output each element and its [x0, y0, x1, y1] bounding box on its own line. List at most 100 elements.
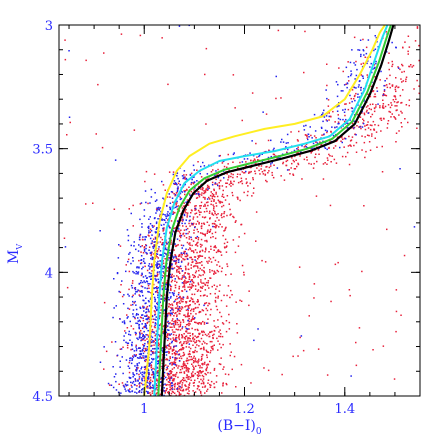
red-point	[196, 220, 199, 223]
red-point	[186, 357, 188, 360]
red-point	[290, 167, 292, 169]
red-point	[189, 256, 191, 259]
red-point	[187, 297, 189, 299]
red-point	[130, 384, 133, 387]
red-point	[240, 177, 243, 180]
blue-point	[145, 326, 147, 328]
blue-point	[179, 265, 182, 267]
blue-point	[148, 230, 150, 232]
red-point	[155, 393, 158, 395]
red-point	[396, 105, 398, 107]
red-point	[223, 165, 226, 168]
red-point	[150, 325, 153, 327]
blue-point	[328, 115, 330, 118]
blue-point	[185, 248, 187, 250]
blue-point	[133, 245, 135, 247]
red-point	[418, 92, 420, 95]
red-point	[143, 350, 146, 353]
red-point	[184, 265, 187, 268]
red-point	[375, 106, 377, 108]
red-point	[171, 379, 174, 381]
red-point	[380, 117, 382, 120]
red-point	[189, 323, 191, 325]
red-point	[206, 309, 209, 312]
red-point	[210, 261, 213, 263]
blue-point	[233, 152, 235, 154]
red-point	[187, 268, 190, 270]
red-point	[376, 87, 378, 89]
red-point	[394, 96, 397, 98]
red-point	[192, 361, 195, 364]
red-point	[156, 378, 158, 380]
blue-point	[187, 328, 189, 330]
red-point	[275, 97, 277, 100]
red-point	[186, 374, 188, 377]
red-point	[165, 358, 167, 361]
red-point	[185, 368, 188, 370]
red-point	[313, 135, 316, 137]
red-point	[185, 268, 187, 271]
blue-point	[134, 391, 136, 393]
red-point	[386, 86, 389, 89]
red-point	[198, 269, 200, 272]
red-point	[319, 141, 321, 143]
red-point	[401, 126, 403, 128]
red-point	[208, 212, 211, 214]
red-point	[147, 398, 149, 400]
blue-point	[147, 341, 149, 343]
blue-point	[189, 215, 191, 218]
blue-point	[173, 292, 175, 294]
red-point	[381, 171, 384, 173]
red-point	[173, 290, 176, 292]
red-point	[142, 305, 144, 308]
blue-point	[199, 172, 201, 175]
isochrone-line-2	[153, 25, 389, 396]
red-point	[207, 201, 209, 203]
red-point	[213, 188, 215, 191]
red-point	[391, 84, 394, 87]
red-point	[196, 251, 198, 254]
blue-point	[166, 325, 169, 327]
red-point	[215, 178, 217, 181]
red-point	[384, 105, 387, 108]
red-point	[201, 250, 204, 252]
blue-point	[145, 355, 148, 357]
red-point	[258, 165, 260, 167]
red-point	[225, 330, 228, 333]
blue-point	[166, 204, 168, 207]
red-point	[394, 88, 397, 91]
red-point	[160, 236, 162, 239]
red-point	[293, 160, 295, 163]
red-point	[85, 203, 87, 205]
blue-point	[176, 351, 178, 353]
red-point	[203, 323, 206, 325]
blue-point	[162, 227, 164, 230]
red-point	[292, 355, 294, 358]
blue-point	[137, 320, 139, 322]
red-point	[382, 93, 385, 95]
blue-point	[168, 329, 170, 331]
blue-point	[134, 316, 136, 319]
blue-point	[156, 356, 159, 359]
red-point	[183, 365, 185, 367]
blue-point	[132, 315, 135, 318]
red-point	[369, 95, 372, 98]
red-point	[164, 258, 166, 260]
blue-point	[155, 287, 157, 289]
blue-point	[173, 345, 175, 348]
red-point	[128, 208, 130, 210]
red-point	[128, 288, 130, 291]
red-point	[180, 355, 182, 358]
red-point	[168, 391, 170, 393]
red-point	[130, 325, 132, 327]
blue-point	[179, 198, 182, 201]
red-point	[374, 76, 376, 78]
red-point	[187, 367, 189, 370]
blue-point	[176, 175, 178, 177]
red-point	[330, 161, 332, 163]
red-point	[214, 245, 216, 247]
blue-point	[165, 283, 168, 286]
red-point	[243, 274, 245, 276]
red-point	[161, 238, 164, 241]
red-point	[152, 238, 155, 240]
